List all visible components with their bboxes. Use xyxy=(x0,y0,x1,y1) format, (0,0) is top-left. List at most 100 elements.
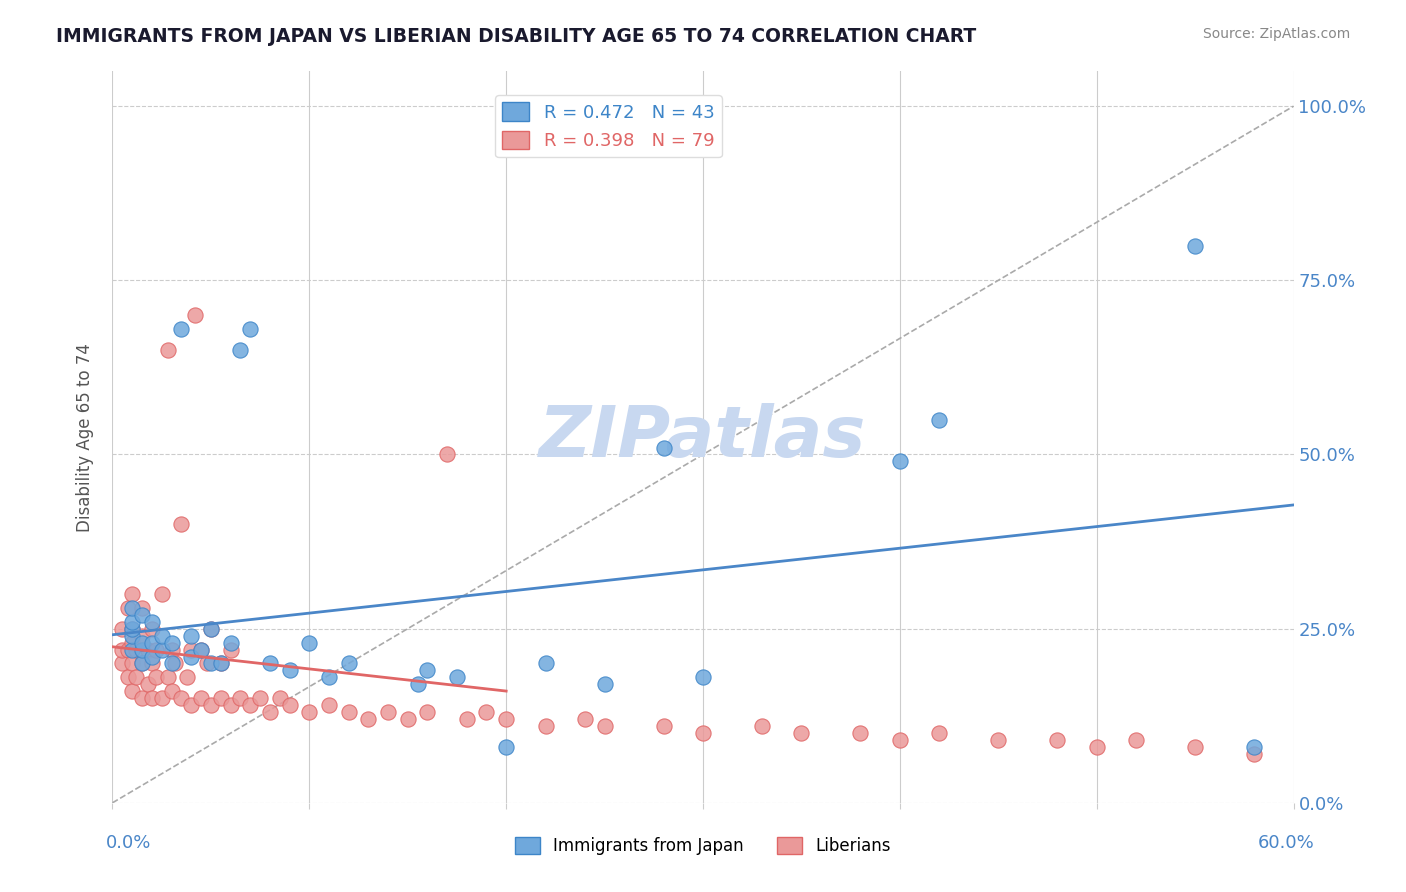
Point xyxy=(121,587,143,601)
Point xyxy=(593,677,616,691)
Point xyxy=(1085,740,1108,755)
Text: IMMIGRANTS FROM JAPAN VS LIBERIAN DISABILITY AGE 65 TO 74 CORRELATION CHART: IMMIGRANTS FROM JAPAN VS LIBERIAN DISABI… xyxy=(56,27,977,45)
Point xyxy=(593,719,616,733)
Point xyxy=(190,642,212,657)
Point xyxy=(928,412,950,426)
Point xyxy=(495,712,517,726)
Point xyxy=(136,642,159,657)
Point xyxy=(160,635,183,649)
Point xyxy=(117,600,139,615)
Text: ZIPatlas: ZIPatlas xyxy=(540,402,866,472)
Point xyxy=(141,635,163,649)
Point xyxy=(125,642,148,657)
Point xyxy=(416,705,439,719)
Point xyxy=(652,719,675,733)
Point xyxy=(278,698,301,713)
Point xyxy=(928,726,950,740)
Point xyxy=(170,691,193,706)
Point xyxy=(141,622,163,636)
Point xyxy=(1184,740,1206,755)
Point xyxy=(131,629,153,643)
Point xyxy=(125,670,148,684)
Point xyxy=(239,698,262,713)
Point xyxy=(200,698,222,713)
Point xyxy=(180,642,202,657)
Point xyxy=(495,740,517,755)
Point xyxy=(121,657,143,671)
Point xyxy=(160,684,183,698)
Legend: Immigrants from Japan, Liberians: Immigrants from Japan, Liberians xyxy=(509,830,897,862)
Point xyxy=(121,622,143,636)
Point xyxy=(987,733,1010,747)
Point xyxy=(190,642,212,657)
Text: 60.0%: 60.0% xyxy=(1258,834,1315,852)
Point xyxy=(180,698,202,713)
Legend: R = 0.472   N = 43, R = 0.398   N = 79: R = 0.472 N = 43, R = 0.398 N = 79 xyxy=(495,95,721,157)
Point xyxy=(751,719,773,733)
Point xyxy=(150,691,173,706)
Point xyxy=(180,649,202,664)
Point xyxy=(111,642,134,657)
Point xyxy=(131,657,153,671)
Point xyxy=(377,705,399,719)
Point xyxy=(209,691,232,706)
Point xyxy=(259,705,281,719)
Point xyxy=(534,719,557,733)
Point xyxy=(180,629,202,643)
Point xyxy=(131,635,153,649)
Point xyxy=(229,343,252,357)
Point xyxy=(574,712,596,726)
Point xyxy=(209,657,232,671)
Point xyxy=(111,622,134,636)
Point xyxy=(121,600,143,615)
Point xyxy=(692,670,714,684)
Point xyxy=(889,733,911,747)
Point xyxy=(209,657,232,671)
Point xyxy=(150,587,173,601)
Point xyxy=(190,691,212,706)
Point xyxy=(269,691,291,706)
Point xyxy=(790,726,813,740)
Point xyxy=(259,657,281,671)
Point xyxy=(121,615,143,629)
Point xyxy=(318,670,340,684)
Point xyxy=(117,642,139,657)
Point xyxy=(141,615,163,629)
Point xyxy=(145,670,167,684)
Point xyxy=(111,657,134,671)
Point xyxy=(170,517,193,532)
Point xyxy=(652,441,675,455)
Point xyxy=(165,657,187,671)
Point xyxy=(121,629,143,643)
Point xyxy=(849,726,872,740)
Point xyxy=(131,691,153,706)
Point xyxy=(131,657,153,671)
Point xyxy=(1125,733,1147,747)
Point xyxy=(318,698,340,713)
Point xyxy=(1046,733,1069,747)
Point xyxy=(141,657,163,671)
Point xyxy=(229,691,252,706)
Point xyxy=(219,642,242,657)
Text: 0.0%: 0.0% xyxy=(105,834,150,852)
Point xyxy=(176,670,198,684)
Point xyxy=(195,657,218,671)
Point xyxy=(121,684,143,698)
Point xyxy=(357,712,380,726)
Point xyxy=(121,642,143,657)
Point xyxy=(889,454,911,468)
Point xyxy=(160,642,183,657)
Point xyxy=(170,322,193,336)
Text: Source: ZipAtlas.com: Source: ZipAtlas.com xyxy=(1202,27,1350,41)
Point xyxy=(249,691,271,706)
Point xyxy=(121,622,143,636)
Point xyxy=(160,657,183,671)
Point xyxy=(416,664,439,678)
Point xyxy=(298,705,321,719)
Point xyxy=(337,657,360,671)
Point xyxy=(200,622,222,636)
Point xyxy=(475,705,498,719)
Point xyxy=(446,670,468,684)
Point xyxy=(692,726,714,740)
Point xyxy=(406,677,429,691)
